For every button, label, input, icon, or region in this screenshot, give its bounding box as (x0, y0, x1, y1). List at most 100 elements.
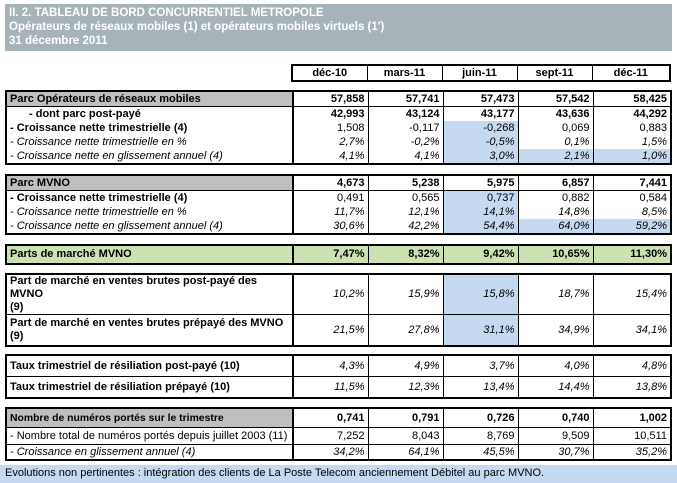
value-cell: 4,673 (292, 175, 368, 191)
table-row: Parc MVNO 4,673 5,238 5,975 6,857 7,441 (6, 175, 671, 191)
footnote: Evolutions non pertinentes : intégration… (0, 465, 677, 483)
table-row: - Croissance en glissement annuel (4) 34,… (6, 444, 671, 460)
row-label: - dont parc post-payé (29, 107, 141, 120)
table-row: Part de marché en ventes brutes post-pay… (6, 274, 671, 315)
value-cell: 1,0% (592, 149, 671, 164)
value-cell: 4,1% (292, 149, 368, 164)
section-parc-mobiles: Parc Opérateurs de réseaux mobiles 57,858… (5, 90, 672, 165)
value-cell: 30,7% (517, 444, 593, 460)
value-cell: 10,2% (292, 274, 368, 315)
column-header-spacer (5, 65, 292, 81)
value-cell: 9,509 (517, 427, 593, 445)
section-parts-marche: Parts de marché MVNO 7,47% 8,32% 9,42% 10,65… (5, 244, 672, 265)
value-cell: 5,975 (442, 175, 518, 191)
row-label: - Croissance nette en glissement annuel … (10, 219, 223, 232)
value-cell: -0,2% (367, 135, 443, 149)
value-cell: 6,857 (517, 175, 593, 191)
value-cell: 0,883 (592, 121, 671, 135)
value-cell: 8,769 (442, 427, 518, 445)
value-cell: 15,8% (442, 274, 518, 315)
value-cell: 43,124 (367, 106, 443, 121)
value-cell: 7,47% (292, 245, 368, 264)
row-label: Parc MVNO (6, 175, 293, 191)
value-cell: 3,0% (442, 149, 518, 164)
value-cell: 15,4% (592, 274, 671, 315)
value-cell: 2,7% (292, 135, 368, 149)
table-row: - Croissance nette trimestrielle (4) 0,49… (6, 190, 671, 205)
column-header: sept-11 (516, 64, 592, 82)
value-cell: 3,7% (442, 355, 518, 377)
value-cell: 7,441 (592, 175, 671, 191)
value-cell: 34,2% (292, 444, 368, 460)
column-header: mars-11 (366, 64, 442, 82)
row-label: - Nombre total de numéros portés depuis … (6, 427, 293, 445)
value-cell: 9,42% (442, 245, 518, 264)
row-label: Taux trimestriel de résiliation prépayé … (10, 380, 230, 393)
value-cell: 14,4% (517, 376, 593, 398)
column-header: juin-11 (441, 64, 517, 82)
value-cell: 5,238 (367, 175, 443, 191)
row-label: Nombre de numéros portés sur le trimestr… (6, 408, 293, 428)
row-label: - Croissance nette trimestrielle en % (10, 135, 187, 148)
value-cell: 58,425 (592, 91, 671, 107)
value-cell: 4,9% (367, 355, 443, 377)
row-label: - Croissance nette trimestrielle en % (10, 205, 187, 218)
row-label: Part de marché en ventes brutes post-pay… (6, 274, 293, 315)
table-row: - Croissance nette trimestrielle en % 2,7… (6, 135, 671, 149)
value-cell: 14,1% (442, 205, 518, 219)
table-row: Nombre de numéros portés sur le trimestr… (6, 408, 671, 428)
report-title-line1: II. 2. TABLEAU DE BORD CONCURRENTIEL MET… (9, 7, 324, 19)
table-row: - Croissance nette trimestrielle (4) 1,50… (6, 121, 671, 135)
row-label: Parts de marché MVNO (6, 245, 293, 264)
value-cell: 57,542 (517, 91, 593, 107)
value-cell: 4,1% (367, 149, 443, 164)
section-parc-mvno: Parc MVNO 4,673 5,238 5,975 6,857 7,441- Croi… (5, 174, 672, 235)
row-label: - Croissance nette trimestrielle (4) (10, 121, 188, 134)
value-cell: -0,117 (367, 121, 443, 135)
value-cell: 0,491 (292, 190, 368, 205)
value-cell: 45,5% (442, 444, 518, 460)
value-cell: 64,1% (367, 444, 443, 460)
value-cell: 2,1% (517, 149, 593, 164)
value-cell: 11,5% (292, 376, 368, 398)
value-cell: 0,737 (442, 190, 518, 205)
value-cell: 4,3% (292, 355, 368, 377)
tables-host: Parc Opérateurs de réseaux mobiles 57,858… (0, 90, 677, 461)
value-cell: 42,993 (292, 106, 368, 121)
table-row: - Croissance nette en glissement annuel … (6, 149, 671, 164)
value-cell: 4,0% (517, 355, 593, 377)
value-cell: 0,740 (517, 408, 593, 428)
value-cell: 18,7% (517, 274, 593, 315)
table-row: - Croissance nette trimestrielle en % 11,… (6, 205, 671, 219)
value-cell: 0,1% (517, 135, 593, 149)
value-cell: 43,177 (442, 106, 518, 121)
value-cell: 0,584 (592, 190, 671, 205)
section-resiliation: Taux trimestriel de résiliation post-pay… (5, 354, 672, 399)
table-row: - Nombre total de numéros portés depuis … (6, 427, 671, 445)
value-cell: 0,791 (367, 408, 443, 428)
value-cell: 64,0% (517, 219, 593, 234)
value-cell: 1,508 (292, 121, 368, 135)
value-cell: 1,5% (592, 135, 671, 149)
value-cell: 30,6% (292, 219, 368, 234)
value-cell: 10,511 (592, 427, 671, 445)
section-ventes-brutes: Part de marché en ventes brutes post-pay… (5, 273, 672, 347)
table-row: Parts de marché MVNO 7,47% 8,32% 9,42% 10,65… (6, 245, 671, 264)
value-cell: 34,9% (517, 314, 593, 346)
report-title-line2: Opérateurs de réseaux mobiles (1) et opé… (9, 21, 385, 33)
table-row: - dont parc post-payé 42,993 43,124 43,177 4… (6, 106, 671, 121)
value-cell: 14,8% (517, 205, 593, 219)
report-date: 31 décembre 2011 (9, 35, 108, 47)
row-label: - Croissance en glissement annuel (4) (10, 445, 196, 458)
value-cell: 34,1% (592, 314, 671, 346)
value-cell: 43,636 (517, 106, 593, 121)
row-label: Taux trimestriel de résiliation post-pay… (6, 355, 293, 377)
value-cell: 42,2% (367, 219, 443, 234)
value-cell: 0,726 (442, 408, 518, 428)
value-cell: 44,292 (592, 106, 671, 121)
table-row: Taux trimestriel de résiliation prépayé … (6, 376, 671, 398)
table-row: Part de marché en ventes brutes prépayé … (6, 314, 671, 346)
row-label: - Croissance nette en glissement annuel … (10, 149, 223, 162)
value-cell: 11,30% (592, 245, 671, 264)
value-cell: 13,4% (442, 376, 518, 398)
